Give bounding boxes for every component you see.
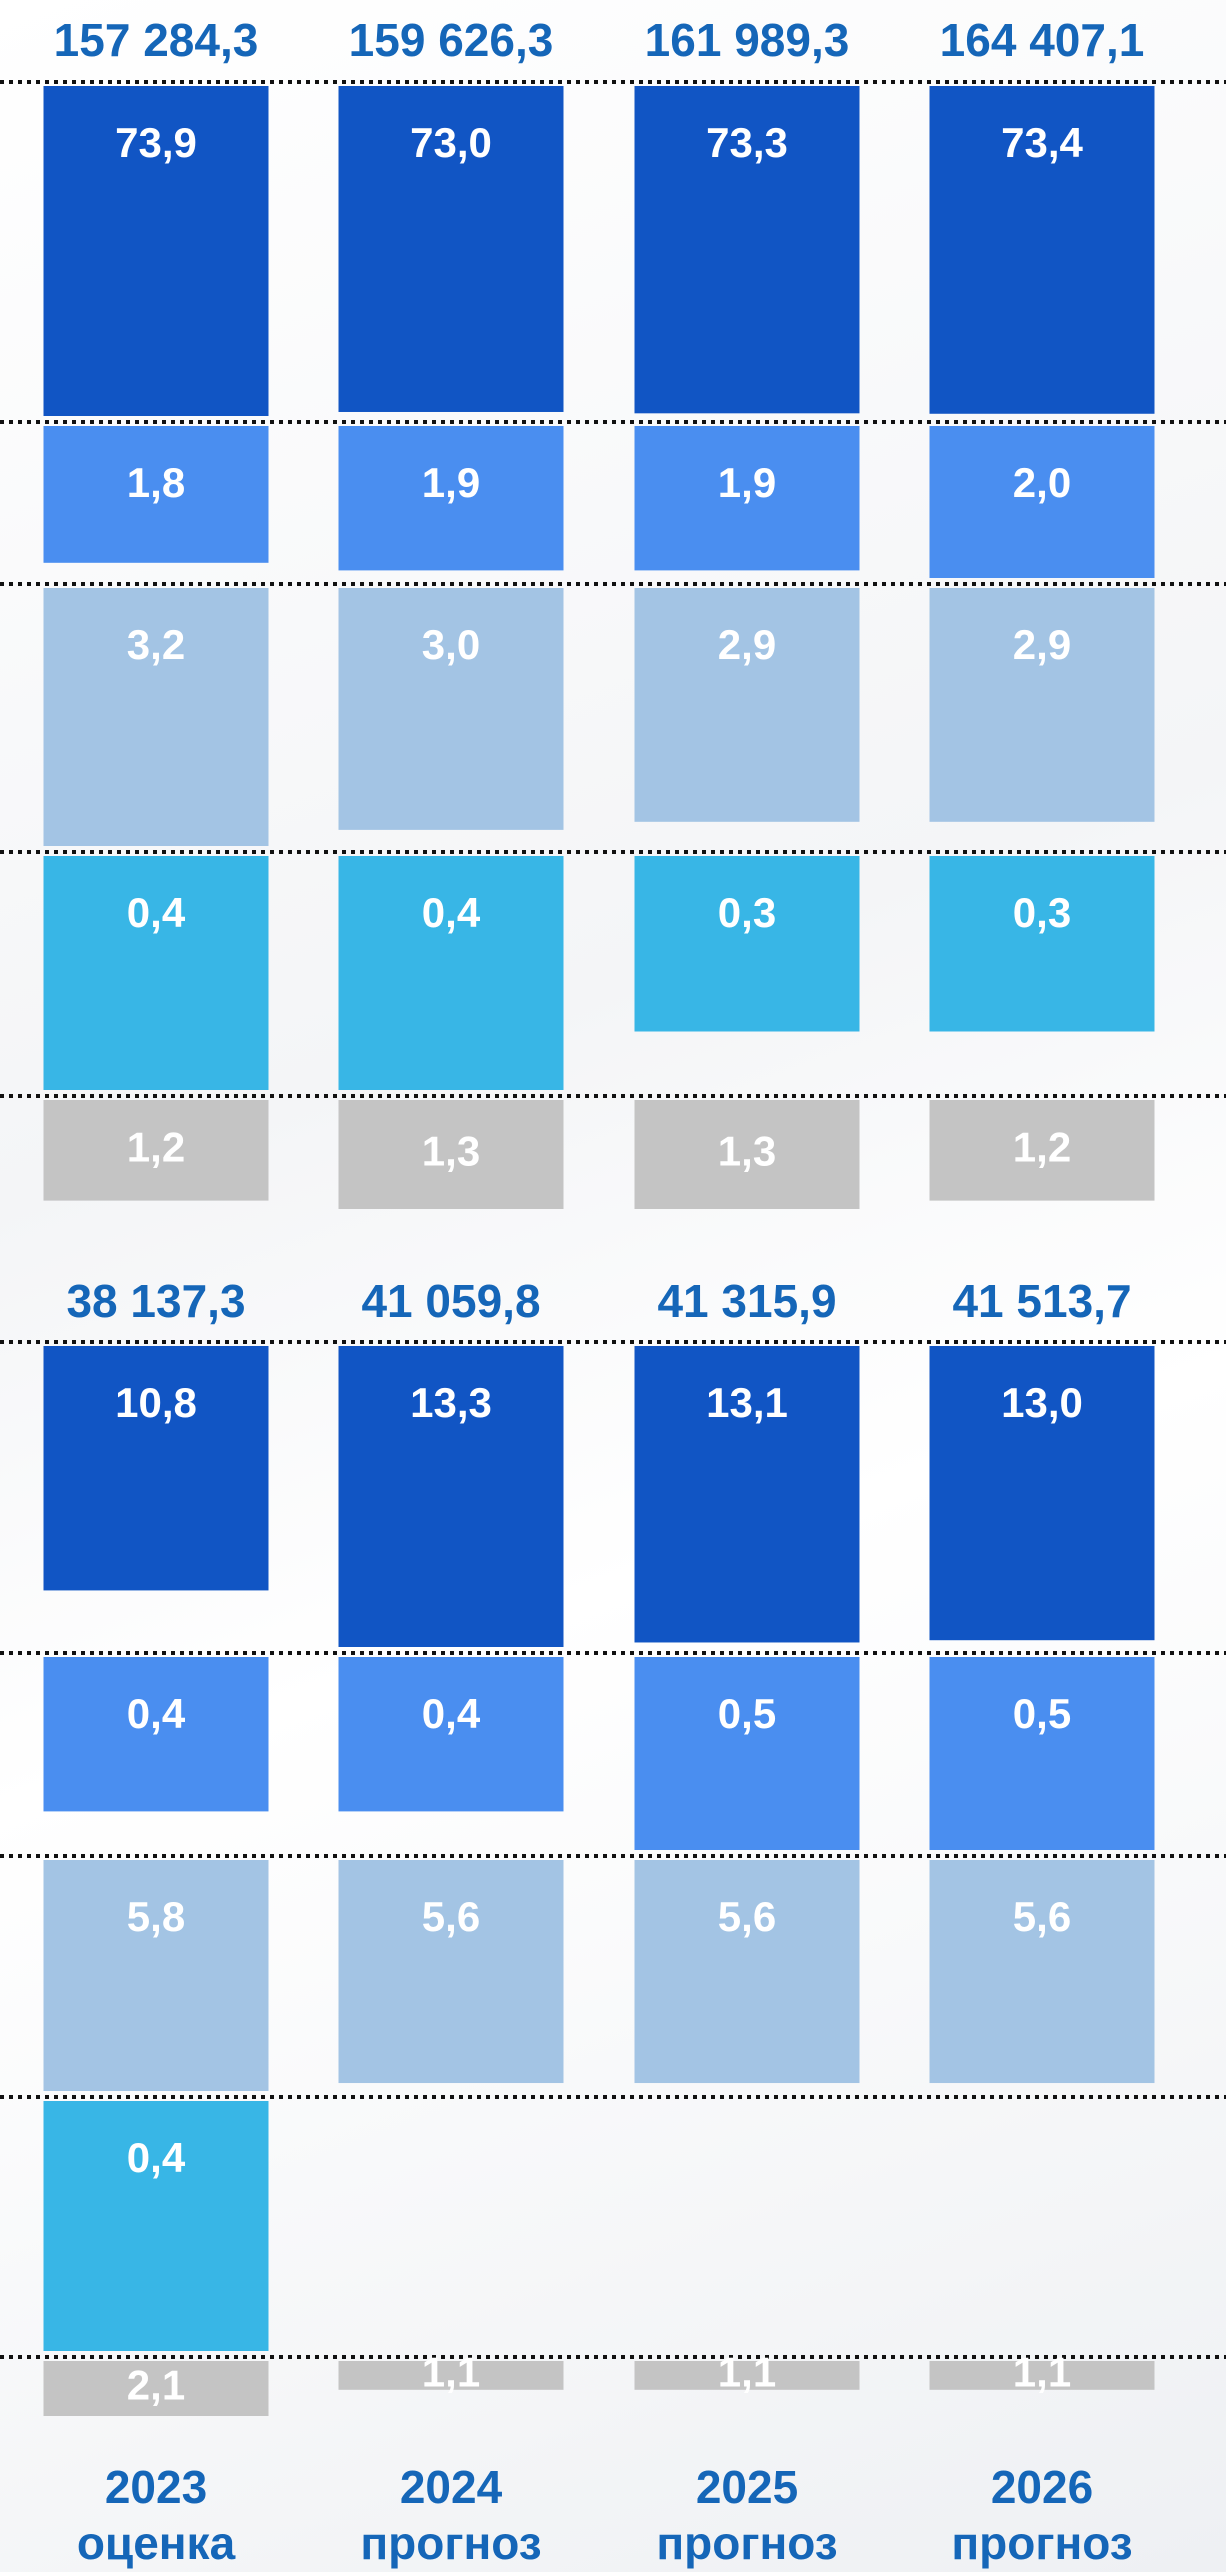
segment-label: 1,1 bbox=[718, 2348, 776, 2395]
segment-label: 0,3 bbox=[1013, 889, 1071, 936]
bar-segment bbox=[338, 588, 564, 830]
bar-segment bbox=[634, 1100, 860, 1209]
segment-label: 0,4 bbox=[422, 1690, 481, 1737]
segment-label: 1,2 bbox=[1013, 1123, 1071, 1170]
segment-label: 1,9 bbox=[422, 459, 480, 506]
segment-label: 2,1 bbox=[127, 2362, 185, 2409]
segment-label: 13,0 bbox=[1001, 1379, 1083, 1426]
bar-segment bbox=[929, 1657, 1155, 1850]
segment-label: 1,8 bbox=[127, 459, 185, 506]
segment-label: 2,9 bbox=[718, 621, 776, 668]
segment-label: 2,9 bbox=[1013, 621, 1071, 668]
bar-segment bbox=[929, 2361, 1155, 2390]
segment-label: 73,4 bbox=[1001, 119, 1083, 166]
segment-label: 1,3 bbox=[422, 1128, 480, 1175]
bar-segment bbox=[43, 426, 269, 563]
segment-label: 0,4 bbox=[127, 1690, 186, 1737]
bar-segment bbox=[43, 1860, 269, 2091]
bar-segment bbox=[43, 588, 269, 846]
segment-label: 1,1 bbox=[1013, 2348, 1071, 2395]
segment-label: 1,9 bbox=[718, 459, 776, 506]
total-label: 41 315,9 bbox=[657, 1275, 836, 1327]
bar-segment bbox=[634, 1860, 860, 2084]
total-label: 159 626,3 bbox=[349, 14, 554, 66]
segment-label: 0,4 bbox=[422, 889, 481, 936]
bar-segment bbox=[43, 2361, 269, 2416]
bar-segment bbox=[338, 86, 564, 412]
segment-label: 0,4 bbox=[127, 889, 186, 936]
segment-label: 0,5 bbox=[718, 1690, 776, 1737]
bar-segment bbox=[43, 1346, 269, 1591]
total-label: 41 059,8 bbox=[361, 1275, 540, 1327]
segment-label: 5,8 bbox=[127, 1893, 185, 1940]
category-label: 2023 bbox=[105, 2461, 207, 2513]
segment-label: 1,2 bbox=[127, 1123, 185, 1170]
bar-segment bbox=[929, 1100, 1155, 1201]
segment-label: 2,0 bbox=[1013, 459, 1071, 506]
segment-label: 73,3 bbox=[706, 119, 788, 166]
category-note: прогноз bbox=[360, 2517, 541, 2569]
segment-label: 1,3 bbox=[718, 1128, 776, 1175]
segment-label: 0,3 bbox=[718, 889, 776, 936]
category-label: 2024 bbox=[400, 2461, 503, 2513]
category-note: оценка bbox=[77, 2517, 236, 2569]
bar-segment bbox=[634, 856, 860, 1032]
bar-segment bbox=[43, 1657, 269, 1812]
bar-segment bbox=[338, 1657, 564, 1812]
segment-label: 3,2 bbox=[127, 621, 185, 668]
bar-segment bbox=[634, 1346, 860, 1643]
bar-segment bbox=[338, 1100, 564, 1209]
segment-label: 73,9 bbox=[115, 119, 197, 166]
bar-segment bbox=[338, 2361, 564, 2390]
bar-segment bbox=[338, 856, 564, 1090]
bar-segment bbox=[634, 426, 860, 571]
total-label: 157 284,3 bbox=[54, 14, 259, 66]
bar-segment bbox=[929, 856, 1155, 1032]
segment-label: 73,0 bbox=[410, 119, 492, 166]
total-label: 161 989,3 bbox=[645, 14, 850, 66]
segment-label: 5,6 bbox=[718, 1893, 776, 1940]
segment-label: 0,5 bbox=[1013, 1690, 1071, 1737]
bar-segment bbox=[43, 856, 269, 1090]
bar-segment bbox=[634, 1657, 860, 1850]
bar-segment bbox=[43, 1100, 269, 1201]
bar-segment bbox=[338, 1860, 564, 2084]
bar-segment bbox=[338, 426, 564, 571]
segment-label: 5,6 bbox=[1013, 1893, 1071, 1940]
total-label: 41 513,7 bbox=[952, 1275, 1131, 1327]
bar-segment bbox=[929, 1860, 1155, 2084]
category-label: 2025 bbox=[696, 2461, 798, 2513]
bar-segment bbox=[634, 588, 860, 822]
bar-segment bbox=[338, 1346, 564, 1647]
segment-label: 13,1 bbox=[706, 1379, 788, 1426]
total-label: 38 137,3 bbox=[66, 1275, 245, 1327]
bar-segment bbox=[929, 426, 1155, 578]
category-note: прогноз bbox=[951, 2517, 1132, 2569]
bar-segment bbox=[634, 86, 860, 414]
bar-segment bbox=[634, 2361, 860, 2390]
bar-segment bbox=[929, 1346, 1155, 1641]
segment-label: 5,6 bbox=[422, 1893, 480, 1940]
bar-segment bbox=[43, 2101, 269, 2351]
bar-segment bbox=[929, 86, 1155, 414]
category-label: 2026 bbox=[991, 2461, 1093, 2513]
bar-segment bbox=[929, 588, 1155, 822]
segment-label: 13,3 bbox=[410, 1379, 492, 1426]
total-label: 164 407,1 bbox=[940, 14, 1145, 66]
bar-segment bbox=[43, 86, 269, 416]
segment-label: 0,4 bbox=[127, 2134, 186, 2181]
segment-label: 3,0 bbox=[422, 621, 480, 668]
segment-label: 10,8 bbox=[115, 1379, 197, 1426]
category-note: прогноз bbox=[656, 2517, 837, 2569]
segment-label: 1,1 bbox=[422, 2348, 480, 2395]
